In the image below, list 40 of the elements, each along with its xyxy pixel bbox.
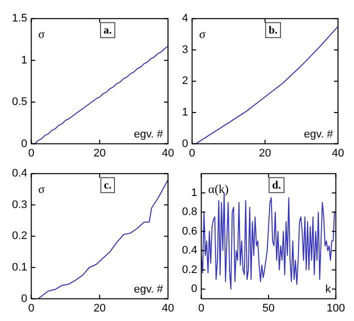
x-tick-label: 50 — [262, 302, 275, 314]
y-tick-label: 3 — [182, 44, 188, 56]
x-tick-label: 100 — [326, 302, 346, 314]
y-tick-label: 0.4 — [182, 244, 198, 257]
x-tick-label: 40 — [162, 147, 174, 160]
y-tick-label: 0 — [191, 283, 198, 296]
x-tick-label: 20 — [94, 302, 106, 314]
x-tick-label: 40 — [162, 302, 174, 314]
y-tick-label: 0.8 — [182, 206, 198, 218]
y-tick-label: 1 — [21, 54, 28, 66]
y-axis-title: α(k) — [208, 182, 229, 196]
y-tick-label: 0.3 — [12, 198, 28, 211]
y-tick-label: 1.5 — [12, 12, 28, 25]
x-tick-label: 20 — [258, 147, 272, 160]
x-axis-title: egv. # — [134, 128, 164, 140]
text: d. — [272, 179, 282, 192]
y-tick-label: 0 — [182, 138, 188, 150]
y-tick-label: 0.5 — [12, 96, 28, 108]
x-axis-title: egv. # — [134, 283, 164, 296]
y-tick-label: 0.1 — [12, 262, 28, 274]
y-axis-title: σ — [199, 26, 206, 41]
y-tick-label: 0.4 — [12, 168, 28, 180]
y-tick-label: 0.2 — [182, 264, 198, 276]
x-tick-label: 20 — [94, 147, 106, 160]
x-axis-title: k — [325, 283, 332, 296]
y-tick-label: 0 — [21, 292, 28, 305]
text: c. — [104, 179, 112, 192]
y-tick-label: 0.6 — [182, 225, 198, 238]
y-axis-title: σ — [38, 26, 46, 41]
y-tick-label: 1 — [191, 186, 198, 199]
y-tick-label: 0 — [21, 138, 28, 150]
y-axis-title: σ — [38, 182, 46, 196]
y-tick-label: 2 — [182, 75, 188, 88]
text: a. — [104, 24, 112, 36]
y-tick-label: 0.2 — [12, 230, 28, 242]
y-tick-label: 4 — [182, 12, 188, 25]
y-tick-label: 1 — [182, 106, 188, 119]
x-axis-title: egv. # — [304, 128, 334, 140]
text: b. — [268, 24, 278, 36]
x-tick-label: 40 — [332, 147, 344, 160]
